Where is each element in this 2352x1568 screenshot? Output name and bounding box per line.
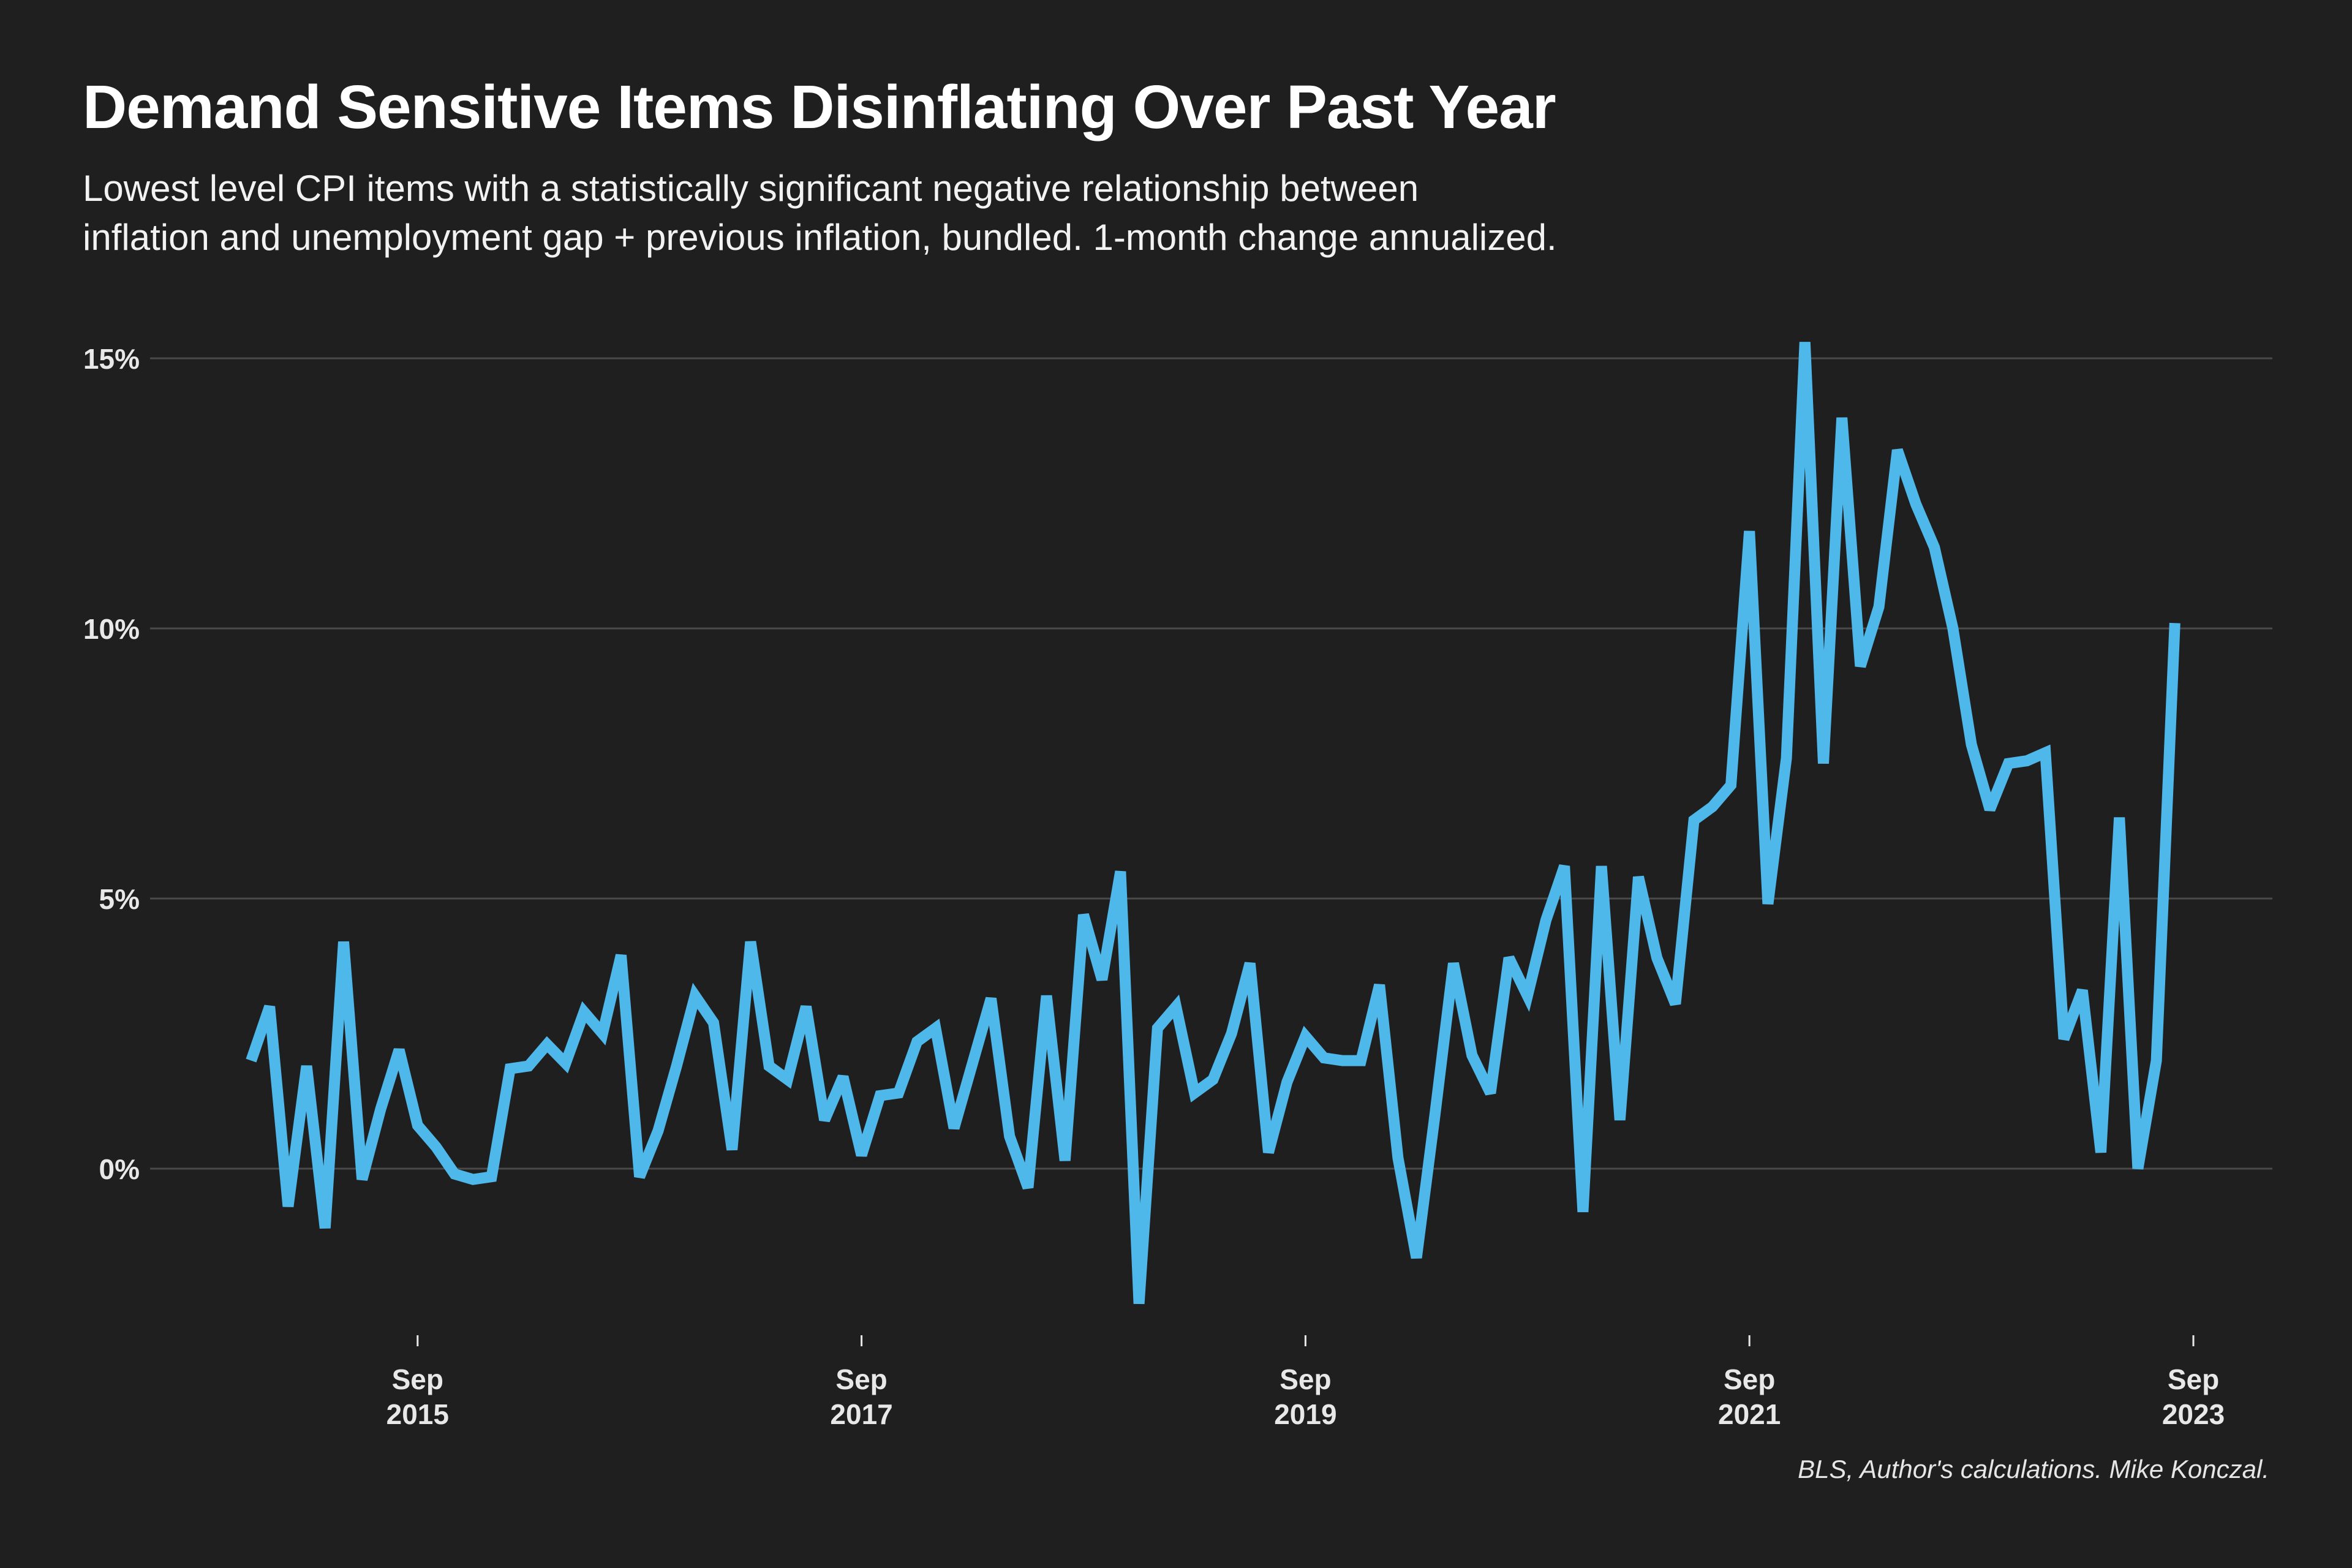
- y-tick-label: 10%: [83, 613, 140, 645]
- x-tick-year-label: 2021: [1718, 1398, 1781, 1430]
- x-tick-month-label: Sep: [1724, 1363, 1775, 1395]
- x-tick-month-label: Sep: [392, 1363, 443, 1395]
- x-tick-month-label: Sep: [1280, 1363, 1331, 1395]
- subtitle-line-1: Lowest level CPI items with a statistica…: [83, 168, 1419, 209]
- x-tick-month-label: Sep: [835, 1363, 887, 1395]
- y-axis-labels: 0% 5% 10% 15%: [83, 343, 140, 1185]
- x-tick-year-label: 2023: [2162, 1398, 2225, 1430]
- x-tick-month-label: Sep: [2168, 1363, 2219, 1395]
- gridlines: [150, 357, 2272, 1170]
- series-line-0: [246, 342, 2180, 1305]
- y-tick-label: 0%: [99, 1153, 140, 1185]
- x-tick-year-label: 2019: [1274, 1398, 1336, 1430]
- chart-title: Demand Sensitive Items Disinflating Over…: [83, 73, 1556, 141]
- chart-subtitle: Lowest level CPI items with a statistica…: [83, 164, 1859, 262]
- series-layer: [246, 342, 2180, 1305]
- x-tick-year-label: 2017: [830, 1398, 892, 1430]
- subtitle-line-2: inflation and unemployment gap + previou…: [83, 217, 1557, 258]
- x-tick-year-label: 2015: [386, 1398, 449, 1430]
- y-tick-label: 5%: [99, 883, 140, 915]
- source-note: BLS, Author's calculations. Mike Konczal…: [1798, 1455, 2269, 1483]
- y-tick-label: 15%: [83, 343, 140, 375]
